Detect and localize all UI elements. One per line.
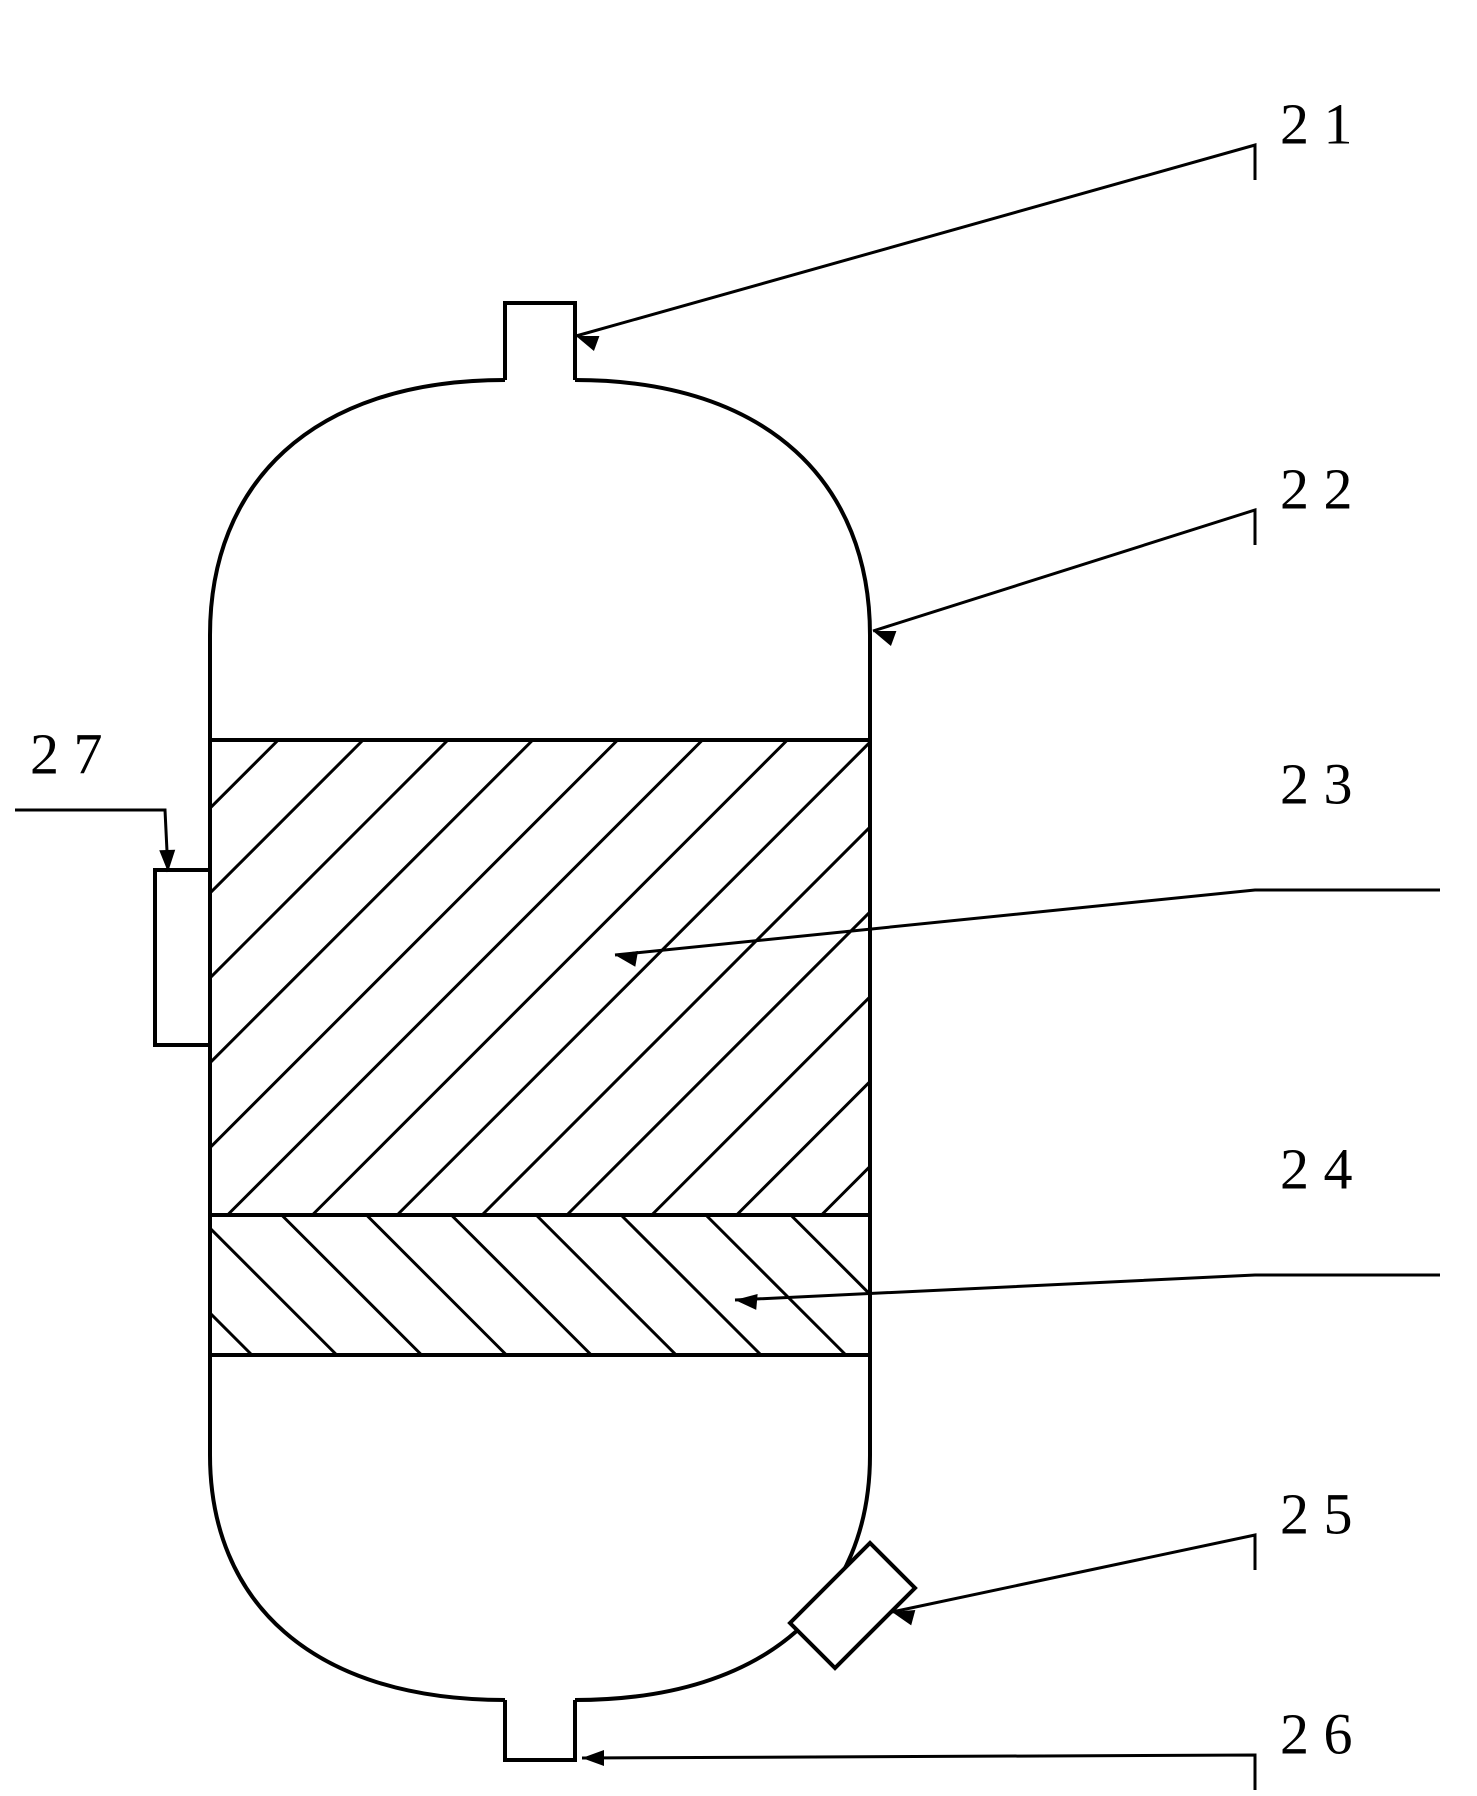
callout-label-24: 24 [1280, 1136, 1367, 1201]
callout-label-22: 22 [1280, 456, 1367, 521]
callout-label-27: 27 [30, 721, 117, 786]
callout-label-23: 23 [1280, 751, 1367, 816]
callout-label-21: 21 [1280, 91, 1367, 156]
callout-label-25: 25 [1280, 1481, 1367, 1546]
callout-label-26: 26 [1280, 1701, 1367, 1766]
